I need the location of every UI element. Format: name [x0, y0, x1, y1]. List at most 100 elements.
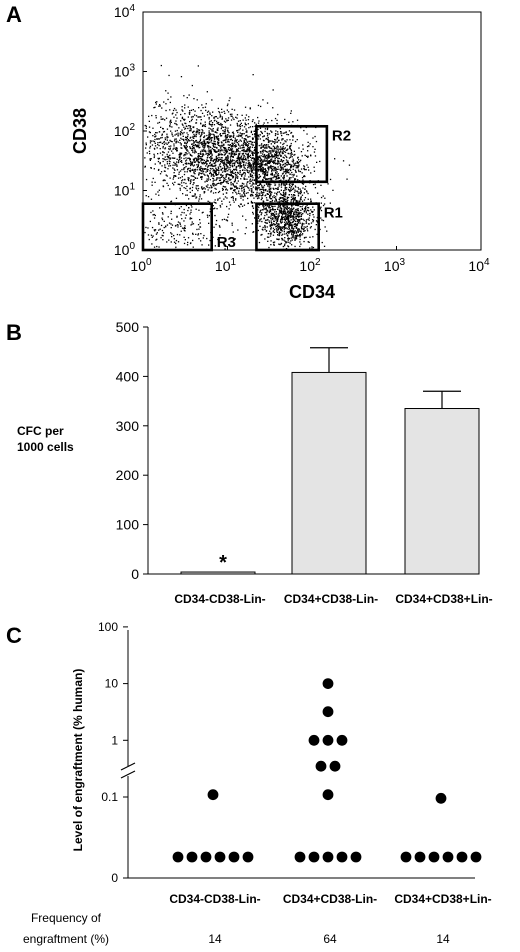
data-point — [247, 152, 249, 154]
data-point — [154, 230, 156, 232]
data-point — [245, 162, 247, 164]
data-point — [262, 166, 264, 169]
data-point — [216, 177, 218, 179]
data-point — [288, 186, 291, 188]
data-point — [231, 142, 233, 144]
data-point — [196, 164, 198, 166]
data-point — [201, 170, 203, 172]
data-point — [290, 196, 293, 198]
data-point — [242, 142, 245, 144]
data-point — [271, 131, 273, 133]
data-point — [259, 134, 261, 136]
data-point — [244, 117, 246, 119]
data-point — [147, 136, 149, 138]
data-point — [204, 123, 206, 126]
data-point — [274, 169, 277, 171]
data-point — [188, 207, 190, 209]
data-point — [237, 156, 240, 158]
data-point — [224, 196, 227, 198]
data-point — [180, 143, 182, 145]
data-point — [256, 197, 259, 200]
data-point — [250, 165, 252, 168]
data-point — [232, 166, 234, 168]
data-point — [265, 170, 267, 172]
data-point — [274, 157, 276, 159]
y-tick-label: 103 — [114, 63, 136, 80]
data-point — [250, 150, 252, 152]
data-point — [205, 151, 207, 153]
data-point — [232, 197, 234, 199]
data-point — [244, 142, 246, 144]
data-point — [212, 167, 214, 170]
data-point — [255, 195, 257, 198]
data-point — [290, 132, 292, 134]
data-point — [213, 117, 215, 119]
data-point — [250, 170, 253, 173]
data-point — [241, 184, 243, 186]
data-point — [233, 189, 235, 191]
data-point — [150, 234, 153, 236]
data-point — [184, 122, 186, 124]
data-point — [257, 161, 260, 163]
data-point — [252, 168, 255, 170]
data-point — [250, 200, 253, 203]
data-point — [201, 112, 204, 114]
data-point — [322, 204, 325, 207]
data-point — [219, 124, 221, 126]
data-point — [277, 208, 279, 210]
data-point — [242, 152, 245, 154]
data-point — [206, 114, 209, 116]
data-point — [226, 129, 229, 131]
data-point — [188, 162, 190, 165]
data-point — [161, 234, 163, 237]
data-point — [282, 146, 284, 148]
data-point — [235, 176, 237, 178]
data-point — [287, 216, 289, 218]
engraftment-point — [435, 792, 447, 804]
data-point — [295, 190, 297, 192]
data-point — [289, 208, 292, 210]
data-point — [179, 177, 182, 179]
data-point — [275, 211, 277, 213]
data-point — [281, 167, 283, 169]
data-point — [175, 197, 178, 199]
data-point — [294, 179, 296, 181]
data-point — [198, 198, 200, 200]
data-point — [254, 217, 256, 219]
data-point — [300, 209, 302, 211]
data-point — [166, 161, 168, 163]
data-point — [293, 212, 295, 214]
x-axis-ticks: 100 101 102 103 104 — [130, 246, 490, 274]
data-point — [253, 150, 255, 152]
data-point — [252, 163, 254, 165]
data-point — [259, 194, 261, 196]
data-point — [229, 187, 232, 189]
data-point — [181, 109, 183, 111]
data-point — [247, 147, 250, 149]
data-point — [254, 169, 256, 171]
data-point — [213, 149, 216, 151]
data-point — [231, 151, 233, 153]
data-point — [272, 141, 274, 143]
data-point — [192, 158, 195, 160]
data-point — [265, 174, 268, 176]
data-point — [207, 142, 209, 144]
data-point — [248, 155, 250, 158]
data-point — [297, 156, 299, 158]
data-point — [212, 159, 214, 162]
data-point — [177, 132, 179, 134]
data-point — [258, 163, 260, 165]
data-point — [188, 198, 190, 200]
data-point — [283, 212, 285, 214]
data-point — [272, 212, 274, 215]
data-point — [275, 153, 278, 155]
data-point — [181, 180, 183, 182]
data-point — [244, 164, 247, 166]
data-point — [281, 160, 283, 162]
data-point — [259, 175, 262, 177]
data-point — [248, 148, 250, 150]
data-point — [290, 110, 292, 112]
data-point — [199, 136, 201, 138]
data-point — [250, 193, 252, 196]
data-point — [271, 158, 273, 160]
